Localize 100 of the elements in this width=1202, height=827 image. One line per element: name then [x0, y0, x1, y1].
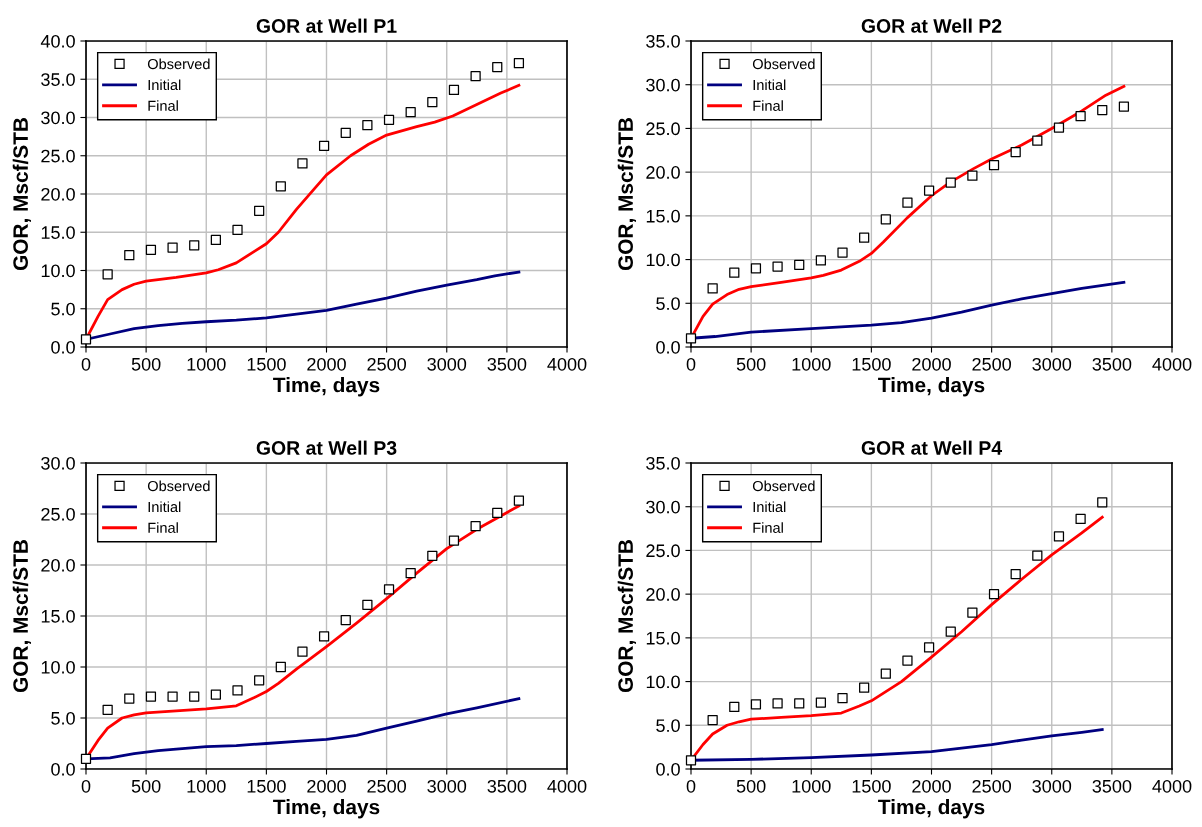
- legend-label: Observed: [147, 58, 210, 70]
- x-tick-label: 0: [686, 357, 696, 371]
- point: [988, 589, 1000, 600]
- point: [340, 127, 351, 138]
- x-tick-label: 2500: [972, 779, 1011, 793]
- y-tick-label: 30.0: [41, 111, 75, 125]
- point: [297, 646, 308, 657]
- y-tick-label: 15.0: [41, 226, 75, 239]
- point: [470, 521, 481, 532]
- y-tick-label: 20.0: [41, 187, 75, 201]
- legend-label: Observed: [752, 480, 815, 492]
- point: [167, 691, 178, 702]
- point: [275, 661, 286, 673]
- point: [988, 160, 1000, 171]
- x-tick-label: 2000: [912, 779, 951, 793]
- x-tick-label: 3000: [1032, 779, 1072, 793]
- point: [967, 170, 978, 181]
- y-tick-label: 25.0: [646, 122, 680, 136]
- y-tick-label: 25.0: [41, 507, 75, 521]
- point: [794, 698, 805, 709]
- x-tick-label: 4000: [547, 779, 587, 793]
- point: [102, 704, 113, 715]
- point: [145, 691, 157, 702]
- y-tick-label: 0.0: [656, 340, 680, 354]
- point: [1075, 513, 1086, 525]
- x-tick-label: 500: [736, 357, 766, 371]
- y-tick-label: 25.0: [41, 149, 75, 163]
- y-tick-label: 35.0: [646, 34, 680, 48]
- x-tick-label: 1500: [247, 357, 286, 371]
- point: [707, 283, 718, 294]
- point: [124, 250, 135, 261]
- x-tick-label: 500: [131, 357, 161, 371]
- legend-label: Final: [753, 522, 783, 533]
- point: [492, 507, 503, 519]
- x-axis-title: Time, days: [878, 799, 985, 819]
- x-tick-label: 3500: [1092, 779, 1132, 793]
- point: [1032, 550, 1043, 561]
- legend-label: Final: [753, 100, 783, 111]
- legend-label: Initial: [148, 501, 181, 513]
- y-tick-label: 0.0: [656, 762, 680, 776]
- legend-label: Final: [148, 100, 178, 111]
- x-tick-label: 2500: [367, 779, 406, 793]
- y-tick-label: 30.0: [41, 456, 75, 470]
- point: [232, 685, 243, 696]
- point: [513, 495, 525, 506]
- point: [513, 58, 525, 69]
- point: [254, 205, 265, 216]
- x-tick-label: 4000: [1152, 357, 1192, 371]
- x-tick-label: 1500: [852, 779, 891, 793]
- point: [815, 697, 826, 708]
- x-tick-label: 2500: [367, 357, 406, 371]
- y-tick-label: 35.0: [41, 73, 75, 86]
- point: [1097, 497, 1108, 508]
- point: [405, 568, 416, 579]
- point: [470, 71, 481, 82]
- point: [1010, 568, 1021, 580]
- point: [427, 97, 438, 108]
- x-axis-title: Time, days: [878, 377, 985, 397]
- point: [685, 333, 697, 344]
- point: [859, 232, 870, 243]
- point: [1075, 111, 1086, 122]
- point: [729, 701, 740, 713]
- chart-title: GOR at Well P1: [256, 18, 397, 33]
- x-tick-label: 4000: [547, 357, 587, 371]
- point: [880, 668, 891, 679]
- point: [750, 699, 762, 710]
- legend-label: Observed: [147, 480, 210, 492]
- point: [297, 158, 308, 169]
- x-tick-label: 2000: [307, 779, 346, 793]
- point: [427, 550, 438, 561]
- point: [923, 642, 935, 653]
- x-tick-label: 2500: [972, 357, 1011, 371]
- point: [383, 114, 395, 125]
- point: [383, 584, 395, 595]
- point: [707, 714, 718, 726]
- point: [923, 185, 935, 196]
- point: [318, 631, 330, 642]
- point: [254, 675, 265, 686]
- point: [945, 626, 956, 637]
- y-tick-label: 20.0: [646, 166, 680, 179]
- point: [750, 263, 762, 274]
- point: [492, 61, 503, 73]
- y-tick-label: 30.0: [646, 78, 680, 92]
- legend-label: Initial: [148, 79, 181, 91]
- point: [685, 755, 697, 766]
- point: [859, 682, 870, 693]
- x-tick-label: 1000: [792, 779, 831, 793]
- legend-label: Initial: [753, 501, 786, 513]
- point: [362, 120, 373, 131]
- point: [902, 655, 913, 666]
- x-tick-label: 0: [81, 357, 91, 371]
- y-axis-title: GOR, Mscf/STB: [12, 539, 32, 693]
- y-tick-label: 35.0: [646, 456, 680, 470]
- y-tick-label: 10.0: [41, 264, 75, 278]
- point: [448, 84, 460, 96]
- y-tick-label: 10.0: [646, 253, 680, 267]
- y-tick-label: 15.0: [646, 631, 680, 645]
- x-tick-label: 1000: [187, 779, 226, 793]
- point: [405, 107, 416, 118]
- y-tick-label: 5.0: [656, 719, 680, 733]
